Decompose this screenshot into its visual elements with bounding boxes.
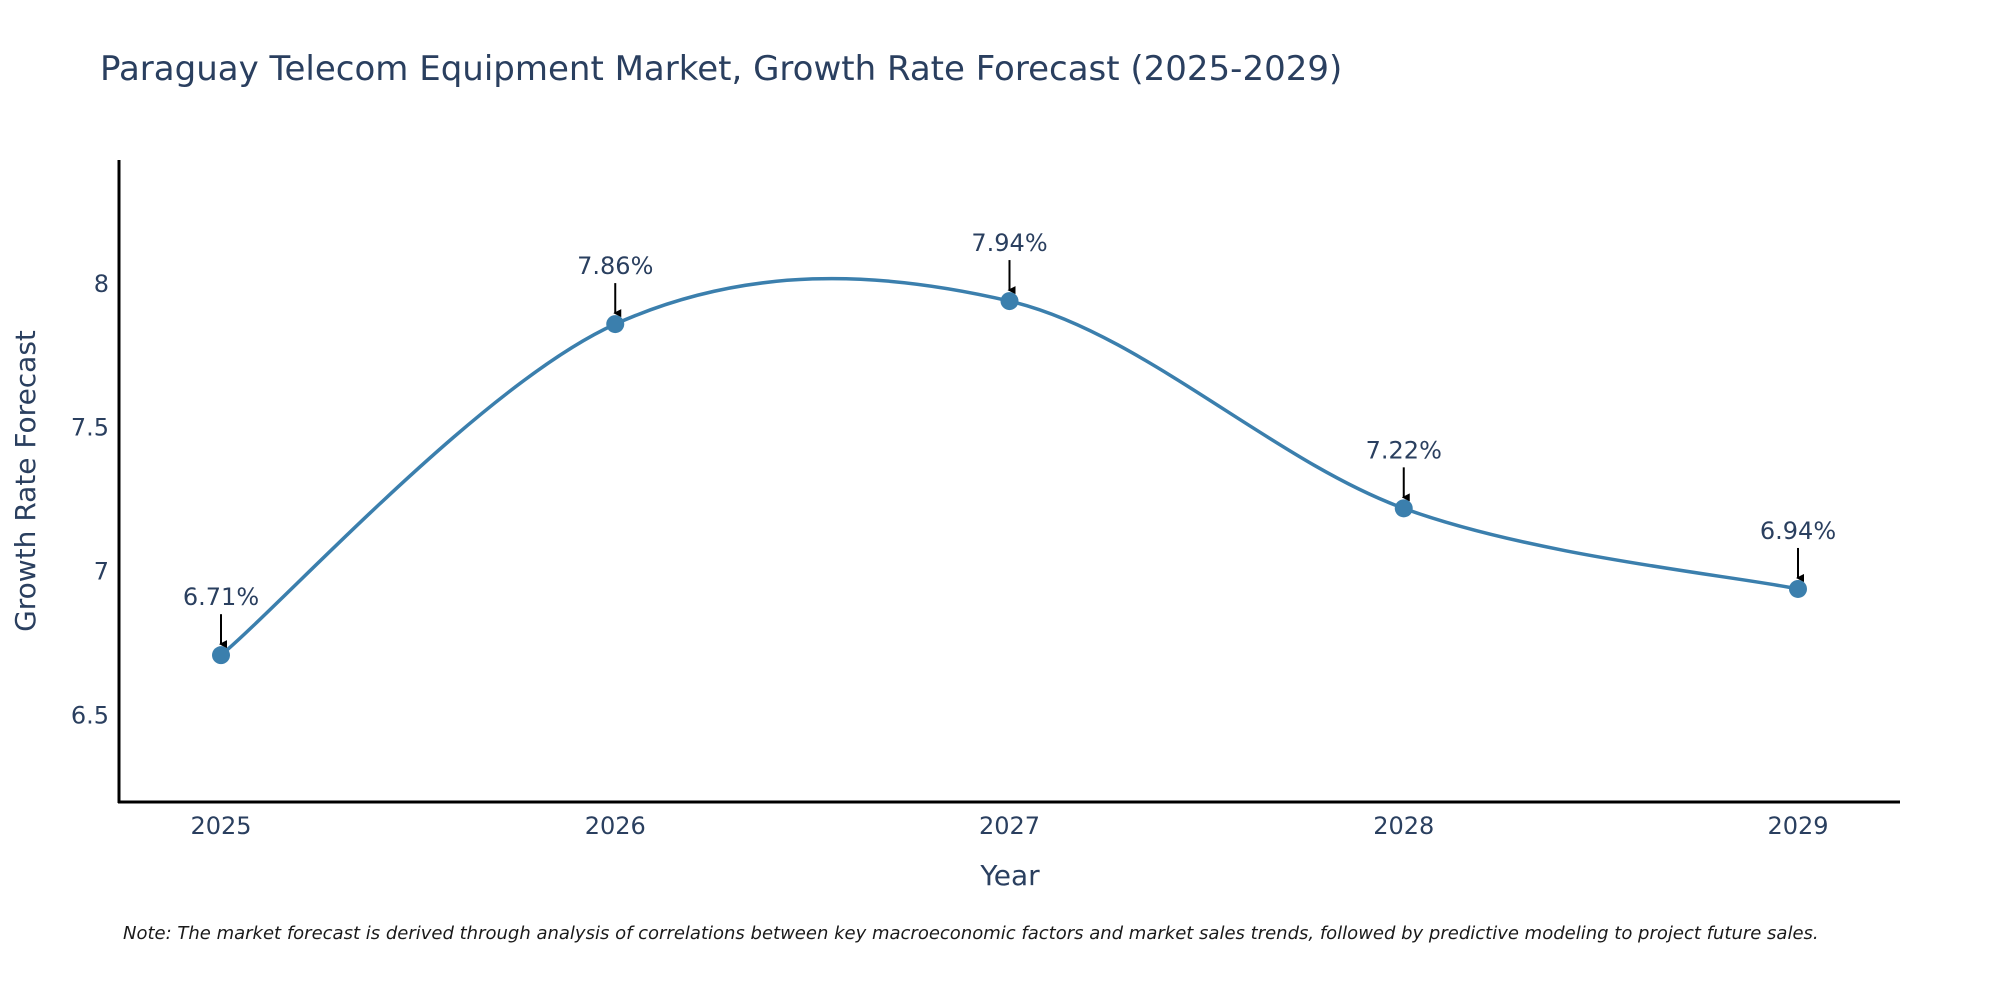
data-label: 6.94% — [1760, 517, 1836, 545]
y-tick-label: 7.5 — [71, 414, 109, 442]
x-tick-label: 2029 — [1767, 812, 1828, 840]
x-tick-label: 2026 — [585, 812, 646, 840]
data-point[interactable] — [1789, 579, 1807, 598]
data-label: 6.71% — [183, 583, 259, 611]
data-label: 7.22% — [1366, 436, 1442, 464]
series-line — [219, 276, 1799, 657]
data-label: 7.86% — [577, 252, 653, 280]
data-point[interactable] — [606, 315, 625, 334]
data-point[interactable] — [1394, 499, 1413, 518]
plot-area: 6.71% 7.86% 7.94% 7.22% 6.94% — [183, 229, 1836, 665]
data-point[interactable] — [212, 646, 230, 665]
data-label: 7.94% — [971, 229, 1047, 257]
x-axis-title: Year — [979, 859, 1040, 892]
data-point[interactable] — [1000, 292, 1019, 311]
x-tick-label: 2027 — [979, 812, 1040, 840]
y-tick-label: 6.5 — [71, 702, 109, 730]
y-tick-label: 7 — [94, 558, 109, 586]
y-axis-title: Growth Rate Forecast — [9, 330, 42, 632]
x-tick-label: 2028 — [1373, 812, 1434, 840]
x-tick-label: 2025 — [190, 812, 251, 840]
y-tick-label: 8 — [94, 270, 109, 298]
footnote: Note: The market forecast is derived thr… — [123, 923, 1819, 944]
chart-title: Paraguay Telecom Equipment Market, Growt… — [100, 49, 1342, 89]
